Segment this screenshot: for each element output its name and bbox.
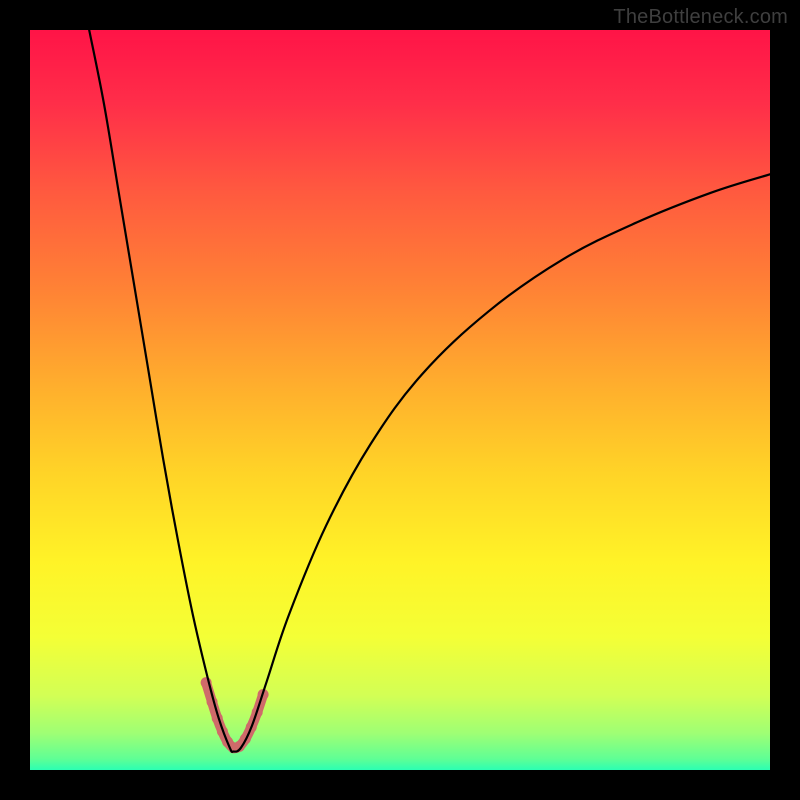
watermark-text: TheBottleneck.com	[613, 6, 788, 29]
chart-container: TheBottleneck.com	[0, 0, 800, 800]
chart-svg	[30, 30, 770, 770]
plot-area	[30, 30, 770, 770]
